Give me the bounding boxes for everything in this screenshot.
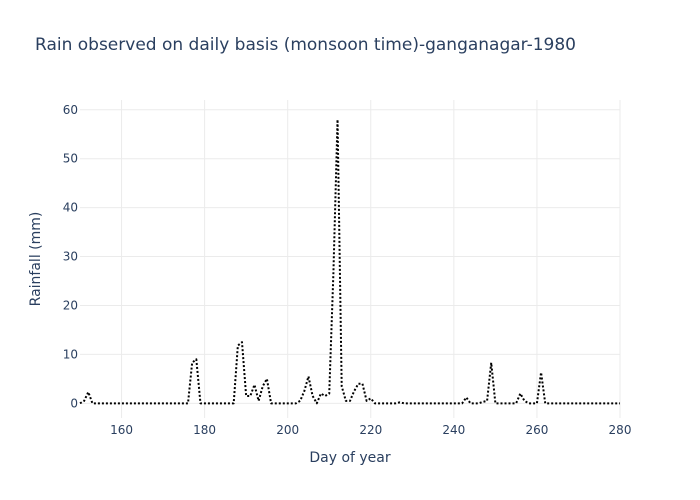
y-axis-title: Rainfall (mm): [28, 212, 44, 307]
x-tick-label: 260: [525, 423, 548, 437]
grid-layer: [80, 100, 621, 418]
y-tick-label: 20: [63, 298, 78, 312]
y-tick-label: 60: [63, 103, 78, 117]
x-tick-label: 200: [276, 423, 299, 437]
chart-title: Rain observed on daily basis (monsoon ti…: [35, 35, 576, 55]
y-tick-label: 30: [63, 250, 78, 264]
y-tick-label: 50: [63, 152, 78, 166]
y-tick-label: 40: [63, 201, 78, 215]
y-tick-label: 0: [70, 396, 78, 410]
x-tick-label: 220: [359, 423, 382, 437]
rainfall-series-line: [79, 118, 620, 405]
x-axis-title: Day of year: [309, 450, 391, 466]
x-tick-label: 180: [193, 423, 216, 437]
tick-layer: 160 180 200 220 240 260 280 0 10 20 30 40 50 60: [63, 103, 632, 437]
x-tick-label: 160: [110, 423, 133, 437]
line-layer: [79, 118, 620, 405]
x-tick-label: 240: [442, 423, 465, 437]
x-tick-label: 280: [609, 423, 632, 437]
y-tick-label: 10: [63, 347, 78, 361]
